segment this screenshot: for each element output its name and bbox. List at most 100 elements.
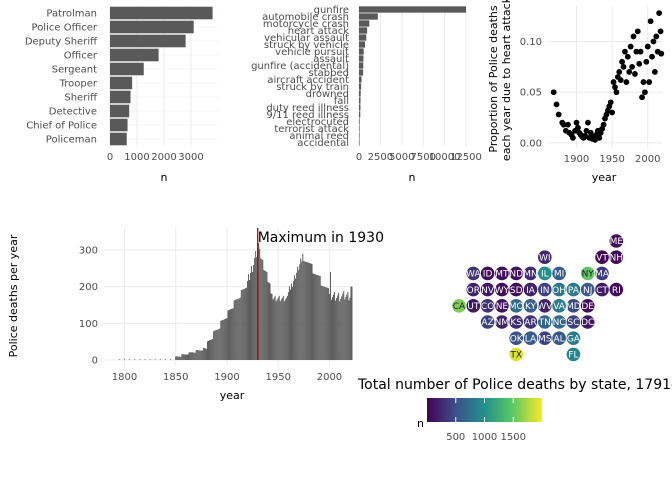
p2-x-tick-label: 2500 — [368, 152, 393, 163]
p5-state-label: NM — [495, 318, 510, 328]
p5-state-label: NH — [610, 253, 624, 263]
p3-point — [609, 109, 616, 116]
p4-bar — [277, 297, 279, 360]
p2-category-label: animal reed — [289, 131, 349, 142]
p1-bar — [110, 62, 144, 76]
p4-bar — [190, 352, 192, 360]
p4-bar — [193, 352, 195, 360]
p4-x-tick-label: 1800 — [112, 372, 137, 383]
p4-bar — [328, 294, 330, 360]
p4-bar — [238, 298, 240, 360]
p4-bar — [283, 301, 285, 360]
p5-state-label: SD — [510, 286, 523, 296]
p4-bar — [198, 350, 200, 360]
p5-state-tile — [566, 282, 581, 297]
p5-state-tile — [509, 299, 523, 313]
p1-bar — [110, 20, 194, 34]
p4-bar — [183, 354, 185, 360]
p1-bar — [110, 6, 213, 20]
p5-state-tile — [509, 331, 523, 346]
p4-bar — [299, 264, 301, 360]
p3-point — [616, 69, 623, 75]
p4-bar — [217, 329, 219, 360]
p4-bar — [203, 348, 205, 360]
p4-bar — [324, 287, 326, 360]
p3-point — [596, 134, 603, 141]
p4-bar — [273, 297, 275, 360]
p4-bar — [274, 295, 276, 360]
p5-state-label: PA — [568, 286, 580, 296]
p4-bar — [267, 281, 269, 360]
p3-point — [613, 89, 620, 96]
p4-bar — [208, 340, 209, 360]
panel-occupation-bar: Patrolman Police Officer Deputy Sheriff Off… — [25, 6, 218, 184]
p5-state-label: KY — [525, 302, 537, 312]
p5-state-tile — [538, 331, 552, 346]
p4-y-tick-label: 300 — [79, 246, 98, 257]
p2-bar — [359, 111, 361, 118]
p4-bar — [123, 359, 125, 360]
p4-y-axis-title: Police deaths per year — [7, 234, 20, 357]
p5-state-label: SC — [567, 318, 579, 328]
p4-bar — [275, 301, 277, 360]
p4-y-tick-label: 0 — [92, 356, 98, 367]
p4-bar — [199, 350, 201, 360]
p4-bar — [345, 296, 347, 360]
p3-point — [636, 60, 643, 67]
p5-state-label: OH — [552, 286, 566, 296]
p4-bar — [341, 296, 343, 360]
p3-point — [644, 43, 651, 50]
p4-bar — [249, 280, 250, 360]
p4-bar — [159, 359, 161, 360]
p2-category-label: aircraft accident — [267, 75, 349, 86]
p4-bar — [294, 275, 296, 360]
p2-category-label: heart attack — [288, 26, 349, 37]
p3-y-axis-title-line1: Proportion of Police deaths — [487, 5, 500, 153]
p5-state-tile — [538, 315, 552, 329]
p2-bar — [359, 48, 364, 55]
p2-bar — [359, 27, 368, 34]
p4-bar — [300, 258, 302, 360]
p2-bar — [359, 97, 361, 104]
p4-bar — [230, 309, 232, 360]
p5-state-label: MT — [495, 270, 509, 280]
p4-bar — [231, 308, 233, 360]
p1-bar — [110, 48, 159, 62]
p2-bar — [359, 20, 370, 27]
p2-category-label: gunfire (accidental) — [251, 61, 349, 72]
panel-state-map: ME WI VT NH WA ID MT ND MN IL MI NY MA OR NV WY SD IA IN OH… — [357, 234, 672, 443]
p4-bar — [200, 350, 202, 360]
p4-bar — [261, 259, 263, 360]
p3-point — [575, 124, 581, 131]
p3-point — [555, 111, 562, 118]
p4-bar — [327, 288, 329, 360]
p4-bar — [144, 359, 146, 360]
p3-point — [570, 134, 576, 141]
p4-bar — [293, 281, 295, 360]
p4-bar — [351, 286, 353, 360]
p5-state-tile — [595, 266, 609, 281]
p4-bar — [179, 356, 181, 360]
p4-bar — [213, 331, 215, 360]
p4-bar — [332, 297, 333, 360]
p4-bar — [265, 271, 267, 360]
p1-bar — [110, 132, 127, 146]
p2-category-label: stabbed — [309, 68, 349, 79]
p4-bar — [221, 320, 223, 360]
p4-bar — [225, 318, 227, 360]
p5-state-tile — [566, 347, 581, 362]
p4-bar — [334, 292, 336, 360]
p4-bar — [227, 310, 229, 360]
p3-x-tick-label: 1950 — [599, 154, 624, 165]
p4-bar — [309, 263, 311, 360]
p4-bar — [215, 330, 217, 360]
p4-bar — [185, 354, 187, 360]
p4-bar — [314, 274, 316, 360]
p1-category-label: Sheriff — [64, 93, 98, 104]
p5-state-tile — [509, 347, 523, 362]
p5-state-tile — [552, 331, 566, 346]
p1-x-tick-label: 3000 — [178, 152, 203, 163]
p4-bar — [335, 300, 337, 360]
p1-x-axis-title: n — [161, 171, 168, 184]
p3-point — [637, 48, 644, 55]
